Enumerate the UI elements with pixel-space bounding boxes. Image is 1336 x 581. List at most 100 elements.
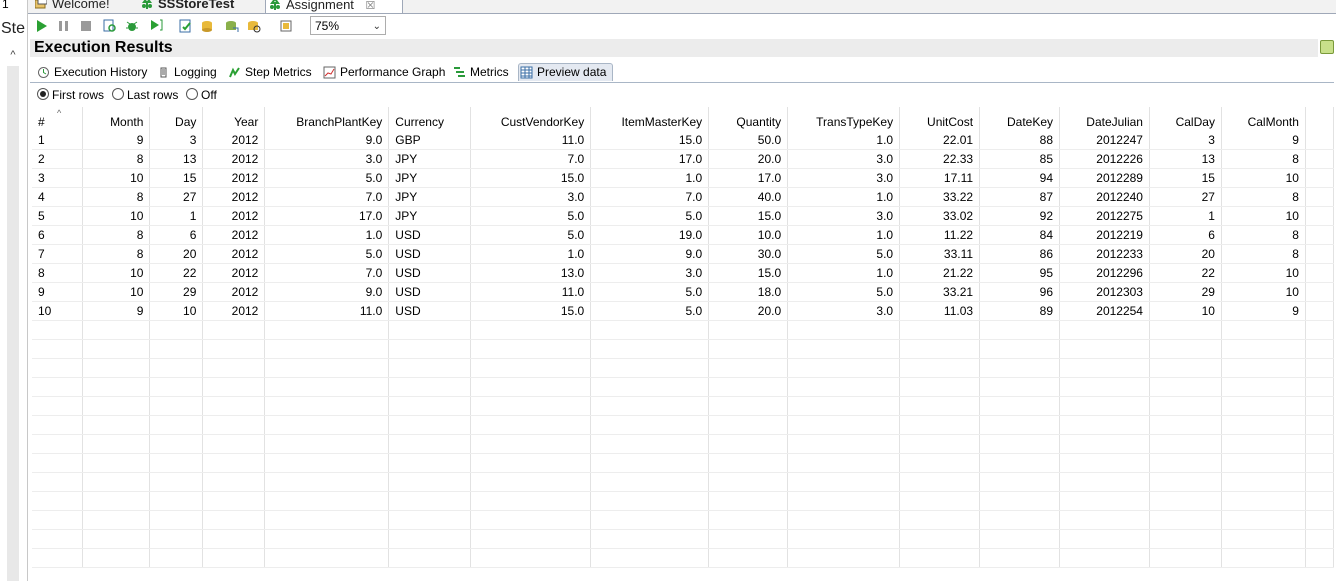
column-header[interactable]: Currency bbox=[388, 107, 472, 131]
empty-cell bbox=[708, 472, 789, 492]
pause-icon[interactable] bbox=[56, 18, 72, 34]
empty-cell bbox=[708, 529, 789, 549]
empty-cell bbox=[470, 472, 592, 492]
column-header[interactable]: Day bbox=[149, 107, 204, 131]
table-cell: 2012240 bbox=[1059, 187, 1150, 207]
column-header[interactable]: ItemMasterKey bbox=[590, 107, 710, 131]
radio-first-rows[interactable]: First rows bbox=[37, 88, 104, 102]
table-row[interactable]: 2 8 13 2012 3.0 JPY 7.0 17.0 20.0 3.0 22.33 85 20122… bbox=[32, 149, 1335, 169]
radio-last-rows[interactable]: Last rows bbox=[112, 88, 178, 102]
run-icon[interactable] bbox=[34, 18, 50, 34]
tab-step-metrics[interactable]: Step Metrics bbox=[227, 64, 312, 81]
tab-welcome[interactable]: Welcome! bbox=[32, 0, 110, 12]
tab-assignment[interactable]: Assignment ☒ bbox=[265, 0, 403, 13]
table-row[interactable]: 8 10 22 2012 7.0 USD 13.0 3.0 15.0 1.0 21.22 95 2012… bbox=[32, 263, 1335, 283]
tab-preview-data[interactable]: Preview data bbox=[518, 63, 614, 81]
column-header[interactable]: CalDay bbox=[1149, 107, 1222, 131]
column-header[interactable]: Quantity bbox=[708, 107, 789, 131]
empty-cell bbox=[1221, 472, 1306, 492]
table-row[interactable]: 4 8 27 2012 7.0 JPY 3.0 7.0 40.0 1.0 33.22 87 201224… bbox=[32, 187, 1335, 207]
empty-row bbox=[32, 548, 1335, 568]
empty-cell bbox=[264, 491, 390, 511]
collapse-up-icon[interactable]: ^ bbox=[10, 49, 16, 61]
column-header[interactable]: BranchPlantKey bbox=[264, 107, 390, 131]
replay-icon[interactable] bbox=[148, 18, 164, 34]
empty-cell bbox=[979, 472, 1061, 492]
table-cell: 2012219 bbox=[1059, 225, 1150, 245]
main-area: Welcome! SSStoreTest Assignment ☒ 75% ⌄ … bbox=[28, 0, 1336, 581]
empty-cell bbox=[1149, 415, 1222, 435]
table-cell: 1.0 bbox=[787, 225, 901, 245]
table-cell-filler bbox=[1305, 206, 1335, 226]
table-cell: 2012 bbox=[202, 225, 266, 245]
tab-logging[interactable]: Logging bbox=[156, 64, 217, 81]
explore-db-icon[interactable] bbox=[246, 18, 262, 34]
tab-performance-graph[interactable]: Performance Graph bbox=[322, 64, 445, 81]
sql-icon[interactable] bbox=[224, 18, 240, 34]
table-cell: 27 bbox=[1149, 187, 1222, 207]
empty-cell bbox=[979, 358, 1061, 378]
tab-label: Performance Graph bbox=[340, 65, 446, 79]
column-header[interactable]: UnitCost bbox=[899, 107, 981, 131]
empty-cell bbox=[82, 529, 151, 549]
empty-cell bbox=[787, 472, 901, 492]
empty-cell bbox=[1149, 529, 1222, 549]
radio-checked-icon bbox=[37, 88, 49, 100]
column-header[interactable]: Year bbox=[202, 107, 266, 131]
grid-icon[interactable] bbox=[278, 18, 294, 34]
column-header[interactable]: TransTypeKey bbox=[787, 107, 901, 131]
tab-metrics[interactable]: Metrics bbox=[452, 64, 509, 81]
table-cell: 2012 bbox=[202, 282, 266, 302]
table-cell: 40.0 bbox=[708, 187, 789, 207]
table-cell: 2012 bbox=[202, 263, 266, 283]
zoom-select[interactable]: 75% ⌄ bbox=[310, 16, 386, 35]
impact-icon[interactable] bbox=[200, 18, 216, 34]
column-header[interactable]: CalMonth bbox=[1221, 107, 1306, 131]
table-row[interactable]: 6 8 6 2012 1.0 USD 5.0 19.0 10.0 1.0 11.22 84 201221… bbox=[32, 225, 1335, 245]
radio-off[interactable]: Off bbox=[186, 88, 217, 102]
column-header[interactable]: CustVendorKey bbox=[470, 107, 592, 131]
table-cell: 6 bbox=[149, 225, 204, 245]
close-tab-icon[interactable]: ☒ bbox=[365, 0, 376, 12]
table-row[interactable]: 5 10 1 2012 17.0 JPY 5.0 5.0 15.0 3.0 33.02 92 20122… bbox=[32, 206, 1335, 226]
debug-icon[interactable] bbox=[124, 18, 140, 34]
table-cell: 2012289 bbox=[1059, 168, 1150, 188]
empty-cell bbox=[590, 510, 710, 530]
table-cell: 15.0 bbox=[470, 168, 592, 188]
empty-cell bbox=[388, 434, 472, 454]
table-row[interactable]: 3 10 15 2012 5.0 JPY 15.0 1.0 17.0 3.0 17.11 94 2012… bbox=[32, 168, 1335, 188]
column-header[interactable]: DateJulian bbox=[1059, 107, 1150, 131]
column-header[interactable]: Month bbox=[82, 107, 151, 131]
empty-cell bbox=[708, 377, 789, 397]
tab-ssstoretest[interactable]: SSStoreTest bbox=[138, 0, 234, 12]
column-header[interactable]: DateKey bbox=[979, 107, 1061, 131]
empty-cell bbox=[264, 396, 390, 416]
table-row[interactable]: 1 9 3 2012 9.0 GBP 11.0 15.0 50.0 1.0 22.01 88 20122… bbox=[32, 131, 1335, 150]
table-cell-filler bbox=[1305, 282, 1335, 302]
table-cell: USD bbox=[388, 282, 472, 302]
empty-cell bbox=[470, 529, 592, 549]
verify-icon[interactable] bbox=[178, 18, 194, 34]
execution-results-header: Execution Results bbox=[30, 39, 1318, 57]
table-cell: 1.0 bbox=[787, 263, 901, 283]
table-cell: 5.0 bbox=[264, 244, 390, 264]
empty-cell bbox=[470, 491, 592, 511]
table-cell-filler bbox=[1305, 244, 1335, 264]
preview-icon[interactable] bbox=[102, 18, 118, 34]
sort-indicator-icon[interactable]: ^ bbox=[57, 108, 62, 118]
tab-execution-history[interactable]: Execution History bbox=[36, 64, 147, 81]
table-cell: 3.0 bbox=[264, 149, 390, 169]
table-row[interactable]: 9 10 29 2012 9.0 USD 11.0 5.0 18.0 5.0 33.21 96 2012… bbox=[32, 282, 1335, 302]
left-panel-strip: 1 Ste ^ bbox=[0, 0, 28, 581]
minimize-icon[interactable] bbox=[1320, 40, 1334, 54]
empty-cell bbox=[1221, 491, 1306, 511]
empty-cell bbox=[1221, 529, 1306, 549]
table-row[interactable]: 7 8 20 2012 5.0 USD 1.0 9.0 30.0 5.0 33.11 86 201223… bbox=[32, 244, 1335, 264]
table-cell: 5.0 bbox=[470, 225, 592, 245]
row-number: 8 bbox=[32, 263, 84, 283]
stop-icon[interactable] bbox=[78, 18, 94, 34]
table-row[interactable]: 10 9 10 2012 11.0 USD 15.0 5.0 20.0 3.0 11.03 89 201… bbox=[32, 301, 1335, 321]
table-cell: USD bbox=[388, 301, 472, 321]
empty-cell bbox=[979, 339, 1061, 359]
column-header[interactable]: # bbox=[32, 107, 84, 131]
